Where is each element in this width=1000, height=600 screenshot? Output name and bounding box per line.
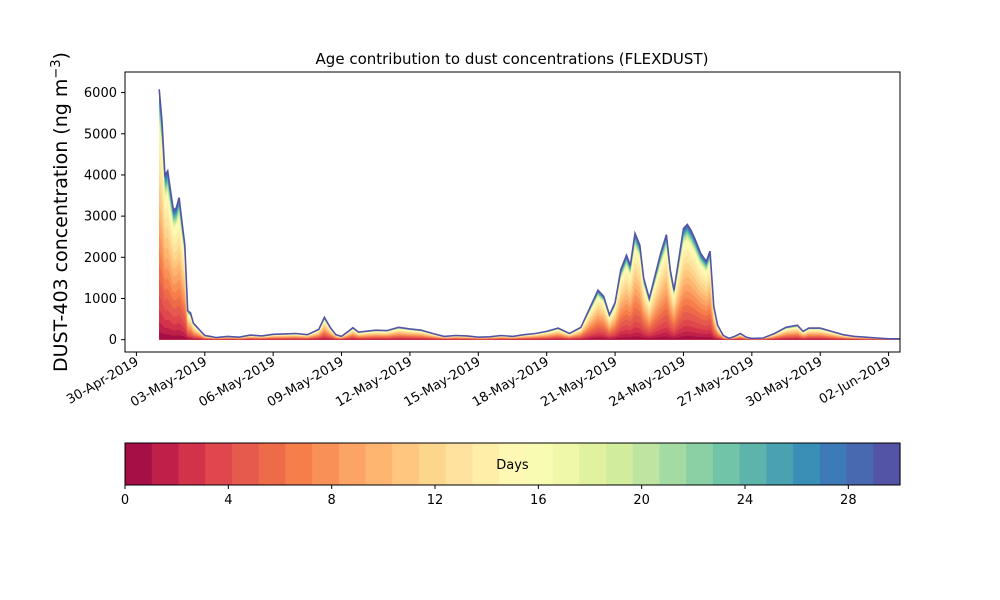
y-tick-label: 6000 (84, 86, 117, 101)
colorbar-swatch-26 (819, 443, 848, 485)
x-tick-label: 27-May-2019 (675, 354, 757, 410)
age-band-11 (159, 172, 900, 340)
x-tick-label: 02-Jun-2019 (817, 354, 894, 407)
colorbar-swatch-22 (712, 443, 741, 485)
colorbar-label: Days (496, 458, 529, 473)
x-tick-label: 09-May-2019 (265, 354, 347, 410)
axes: 010002000300040005000600030-Apr-201903-M… (64, 71, 901, 410)
y-tick-label: 3000 (84, 210, 117, 225)
y-tick-label: 4000 (84, 168, 117, 183)
y-axis-label-close: ) (50, 52, 72, 59)
colorbar-tick-label: 24 (737, 493, 754, 508)
chart-title: Age contribution to dust concentrations … (316, 50, 709, 68)
age-band-9 (159, 202, 900, 340)
age-band-16 (159, 120, 900, 340)
x-tick-label: 06-May-2019 (196, 354, 278, 410)
age-band-6 (159, 248, 900, 340)
age-band-24 (159, 99, 900, 340)
y-axis-label-superscript: −3 (49, 59, 64, 78)
age-band-27 (159, 91, 900, 340)
age-band-15 (159, 123, 900, 340)
x-tick-label: 15-May-2019 (402, 354, 484, 410)
age-band-5 (159, 264, 900, 340)
colorbar-swatch-9 (365, 443, 393, 485)
age-band-12 (159, 156, 900, 340)
colorbar-swatch-11 (418, 443, 447, 485)
colorbar-swatch-13 (472, 443, 500, 485)
y-axis-label-main: DUST-403 concentration (ng m (50, 79, 72, 372)
colorbar-swatch-7 (312, 443, 340, 485)
colorbar-swatch-12 (445, 443, 474, 485)
age-band-20 (159, 110, 900, 340)
age-band-25 (159, 97, 900, 340)
colorbar-tick-label: 28 (840, 493, 857, 508)
colorbar-swatch-27 (846, 443, 874, 485)
stacked-areas (158, 89, 900, 340)
x-tick-label: 18-May-2019 (470, 354, 552, 410)
colorbar-swatch-21 (686, 443, 714, 485)
colorbar-swatch-1 (151, 443, 180, 485)
colorbar-tick-label: 8 (328, 493, 336, 508)
colorbar-tick-label: 12 (427, 493, 444, 508)
y-tick-label: 5000 (84, 127, 117, 142)
age-band-8 (159, 218, 900, 340)
age-band-21 (159, 107, 900, 340)
age-band-19 (159, 112, 900, 340)
plot-frame (124, 71, 901, 353)
colorbar-swatch-28 (873, 443, 901, 485)
colorbar: 0 4 8 12 16 20 24 28 Days (121, 442, 901, 508)
colorbar-swatch-3 (205, 443, 233, 485)
x-tick-label: 24-May-2019 (607, 354, 689, 410)
y-axis-label: DUST-403 concentration (ng m−3) (49, 52, 72, 372)
colorbar-swatch-18 (606, 443, 634, 485)
age-band-17 (159, 118, 900, 340)
colorbar-swatch-6 (285, 443, 313, 485)
colorbar-tick-label: 20 (633, 493, 650, 508)
colorbar-swatch-25 (793, 443, 821, 485)
total-line (158, 89, 900, 340)
colorbar-swatch-24 (766, 443, 794, 485)
colorbar-swatch-23 (739, 443, 767, 485)
colorbar-swatch-10 (392, 443, 420, 485)
colorbar-swatch-16 (552, 443, 580, 485)
colorbar-swatch-17 (579, 443, 607, 485)
colorbar-swatch-15 (525, 443, 554, 485)
colorbar-swatch-0 (125, 443, 153, 485)
colorbar-swatch-2 (178, 443, 206, 485)
age-band-7 (159, 233, 900, 340)
colorbar-tick-label: 0 (121, 493, 129, 508)
colorbar-tick-label: 16 (530, 493, 547, 508)
colorbar-swatch-8 (338, 443, 367, 485)
y-tick-label: 2000 (84, 251, 117, 266)
age-band-10 (159, 187, 900, 340)
age-band-28 (159, 89, 900, 340)
age-band-13 (159, 141, 900, 340)
x-tick-label: 30-May-2019 (744, 354, 826, 410)
y-tick-label: 1000 (84, 292, 117, 307)
colorbar-tick-label: 4 (224, 493, 232, 508)
colorbar-swatch-4 (231, 443, 260, 485)
plot-area (158, 89, 900, 340)
colorbar-swatch-14 (499, 443, 527, 485)
colorbar-frame (124, 442, 901, 486)
age-band-18 (159, 115, 900, 340)
age-band-26 (159, 94, 900, 340)
x-tick-label: 21-May-2019 (538, 354, 620, 410)
y-tick-label: 0 (109, 333, 117, 348)
age-band-23 (159, 102, 900, 340)
colorbar-swatch-5 (258, 443, 286, 485)
x-tick-label: 12-May-2019 (333, 354, 415, 410)
colorbar-swatch-20 (659, 443, 687, 485)
colorbar-swatch-19 (632, 443, 661, 485)
age-band-14 (159, 126, 900, 340)
x-tick-label: 03-May-2019 (128, 354, 210, 410)
age-band-4 (159, 279, 900, 340)
age-band-22 (159, 105, 900, 340)
